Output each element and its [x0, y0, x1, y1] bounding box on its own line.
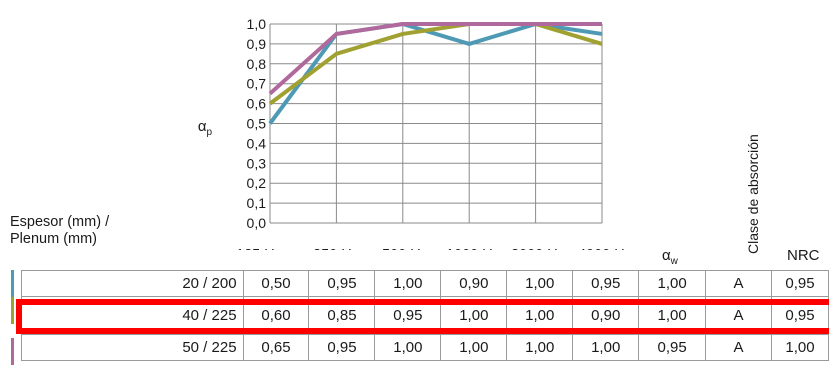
x-tick-label: 125 Hz — [236, 247, 282, 250]
row-label: 20 / 200 — [21, 270, 244, 297]
row-header-line-1: Espesor (mm) / — [10, 214, 110, 230]
table-row: 50 / 225 0,65 0,95 1,00 1,00 1,00 1,00 0,95 A 1,0… — [21, 334, 829, 361]
y-tick-label: 1,0 — [247, 16, 267, 32]
absorption-value-cell: 0,95 — [308, 270, 376, 297]
absorption-value-cell: 0,50 — [242, 270, 310, 297]
class-value-cell: A — [705, 334, 772, 361]
absorption-value-cell: 1,00 — [440, 334, 508, 361]
chart-grid — [269, 23, 603, 224]
absorption-value-cell: 1,00 — [374, 334, 442, 361]
absorption-chart: 0,0 0,1 0,2 0,3 0,4 0,5 0,6 0,7 0,8 0,9 1,0 αp 125… — [198, 16, 632, 250]
y-tick-label: 0,3 — [247, 155, 267, 171]
y-tick-label: 0,5 — [247, 116, 267, 132]
series-line-1 — [268, 22, 603, 125]
row-header-label: Espesor (mm) / Plenum (mm) — [10, 214, 109, 248]
row-2-color-swatch — [11, 297, 14, 324]
nrc-value-cell: 1,00 — [771, 334, 829, 361]
y-tick-label: 0,0 — [247, 215, 267, 231]
aw-value-cell: 0,95 — [638, 334, 707, 361]
series-line-3 — [268, 22, 602, 96]
y-tick-label: 0,6 — [247, 96, 267, 112]
nrc-value-cell: 0,95 — [771, 270, 829, 297]
absorption-value-cell: 0,95 — [572, 270, 640, 297]
y-tick-label: 0,7 — [247, 76, 267, 92]
y-axis-label: αp — [198, 118, 213, 138]
absorption-value-cell: 1,00 — [506, 334, 574, 361]
x-tick-label: 1000 Hz — [446, 247, 500, 250]
aw-header: αw — [662, 247, 678, 267]
y-tick-labels: 0,0 0,1 0,2 0,3 0,4 0,5 0,6 0,7 0,8 0,9 1,0 — [247, 16, 267, 231]
y-tick-label: 0,1 — [247, 195, 267, 211]
class-value-cell: A — [705, 270, 772, 297]
highlight-box — [16, 299, 829, 334]
absorption-value-cell: 1,00 — [506, 270, 574, 297]
aw-value-cell: 1,00 — [638, 270, 707, 297]
series-lines — [268, 22, 603, 125]
x-tick-label: 4000 Hz — [578, 247, 632, 250]
y-tick-label: 0,4 — [247, 135, 267, 151]
row-header-line-2: Plenum (mm) — [10, 231, 98, 247]
absorption-value-cell: 0,65 — [242, 334, 310, 361]
row-1-color-swatch — [11, 270, 14, 297]
class-header: Clase de absorción — [745, 134, 761, 254]
y-tick-label: 0,8 — [247, 56, 267, 72]
x-tick-label: 250 Hz — [313, 247, 359, 250]
absorption-value-cell: 0,95 — [308, 334, 376, 361]
row-label: 50 / 225 — [21, 334, 244, 361]
y-tick-label: 0,9 — [247, 36, 267, 52]
x-tick-label: 500 Hz — [382, 247, 428, 250]
absorption-value-cell: 1,00 — [572, 334, 640, 361]
table-row: 20 / 200 0,50 0,95 1,00 0,90 1,00 0,95 1,00 A 0,9… — [21, 270, 829, 297]
nrc-header: NRC — [787, 247, 820, 264]
series-line-2 — [268, 22, 603, 106]
absorption-value-cell: 0,90 — [440, 270, 508, 297]
y-tick-label: 0,2 — [247, 175, 267, 191]
absorption-value-cell: 1,00 — [374, 270, 442, 297]
row-3-color-swatch — [11, 338, 14, 365]
